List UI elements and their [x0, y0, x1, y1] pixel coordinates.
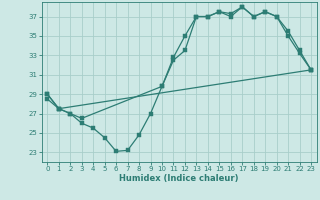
X-axis label: Humidex (Indice chaleur): Humidex (Indice chaleur) — [119, 174, 239, 183]
